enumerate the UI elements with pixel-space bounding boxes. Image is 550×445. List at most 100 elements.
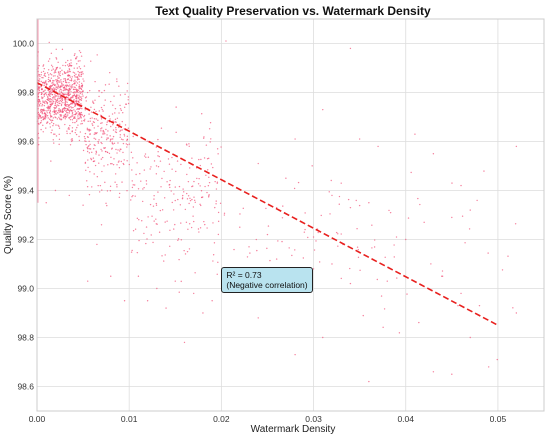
scatter-point [116,117,119,119]
scatter-point [106,123,108,126]
scatter-point [55,95,58,97]
scatter-point [54,189,57,192]
scatter-point [358,138,361,140]
scatter-point [71,127,74,129]
scatter-point [118,112,120,114]
scatter-point [461,215,464,217]
scatter-point [78,81,81,83]
scatter-point [177,238,180,240]
scatter-point [58,127,61,129]
scatter-point [55,86,58,88]
scatter-point [419,203,421,206]
scatter-point [66,103,69,106]
scatter-point [74,79,76,81]
scatter-point [282,205,284,207]
scatter-point [67,71,69,73]
scatter-point [44,102,46,104]
scatter-point [96,54,98,56]
scatter-point [86,186,89,188]
chart-title: Text Quality Preservation vs. Watermark … [155,4,431,18]
scatter-point [322,108,324,111]
scatter-point [58,143,60,146]
scatter-point [47,69,50,71]
scatter-point [74,53,76,55]
scatter-point [311,165,313,167]
scatter-point [69,118,72,121]
scatter-point [87,159,89,161]
scatter-point [62,84,64,86]
y-tick-label: 98.6 [17,382,34,392]
scatter-point [78,139,81,142]
scatter-point [98,110,101,112]
scatter-point [64,118,66,120]
scatter-point [114,173,117,175]
scatter-point [51,129,53,131]
scatter-point [87,120,89,123]
scatter-point [38,86,40,88]
scatter-point [159,209,162,212]
scatter-point [82,204,84,206]
scatter-point [38,78,41,80]
scatter-point [100,130,102,132]
scatter-point [55,116,57,119]
scatter-point [79,131,82,133]
scatter-point [111,141,113,143]
scatter-point [269,259,271,262]
scatter-point [116,152,118,154]
scatter-point [246,256,249,258]
scatter-point [45,116,47,118]
scatter-point [175,131,177,134]
scatter-point [77,110,79,113]
scatter-point [193,196,195,198]
scatter-point [178,291,180,293]
scatter-point [255,238,258,241]
y-tick-label: 100.0 [13,39,35,49]
scatter-point [307,236,309,239]
scatter-point [61,69,63,72]
scatter-point [97,142,100,144]
scatter-point [53,80,55,82]
annotation-line-1: R² = 0.73 [226,269,262,280]
scatter-point [451,216,453,219]
scatter-point [43,118,45,120]
scatter-point [119,94,122,96]
scatter-point [100,224,103,226]
scatter-point [43,67,45,70]
scatter-point [139,172,141,175]
scatter-point [84,137,86,140]
scatter-point [59,81,61,84]
scatter-point [95,110,97,113]
scatter-point [430,263,432,265]
scatter-point [239,226,241,228]
scatter-point [188,145,190,147]
scatter-point [65,99,67,101]
scatter-point [74,82,76,84]
scatter-point [184,208,187,211]
y-tick-label: 99.0 [17,284,34,294]
scatter-point [102,110,104,112]
scatter-point [64,93,66,95]
scatter-point [111,147,113,149]
scatter-point [104,84,107,86]
scatter-point [60,115,62,118]
scatter-point [112,120,115,123]
scatter-point [38,89,41,92]
scatter-point [101,189,103,191]
scatter-point [68,91,70,93]
plot-frame [36,18,545,412]
scatter-point [57,86,59,88]
scatter-point [104,99,106,101]
scatter-point [51,98,53,101]
scatter-point [349,267,351,270]
scatter-point [49,114,52,117]
scatter-point [60,100,63,103]
scatter-point [340,277,342,280]
scatter-point [100,148,102,151]
scatter-point [70,65,72,67]
scatter-point [82,90,84,93]
scatter-point [68,81,70,84]
scatter-point [223,214,226,216]
scatter-point [78,73,80,76]
scatter-point [155,165,158,167]
scatter-point [95,118,97,120]
